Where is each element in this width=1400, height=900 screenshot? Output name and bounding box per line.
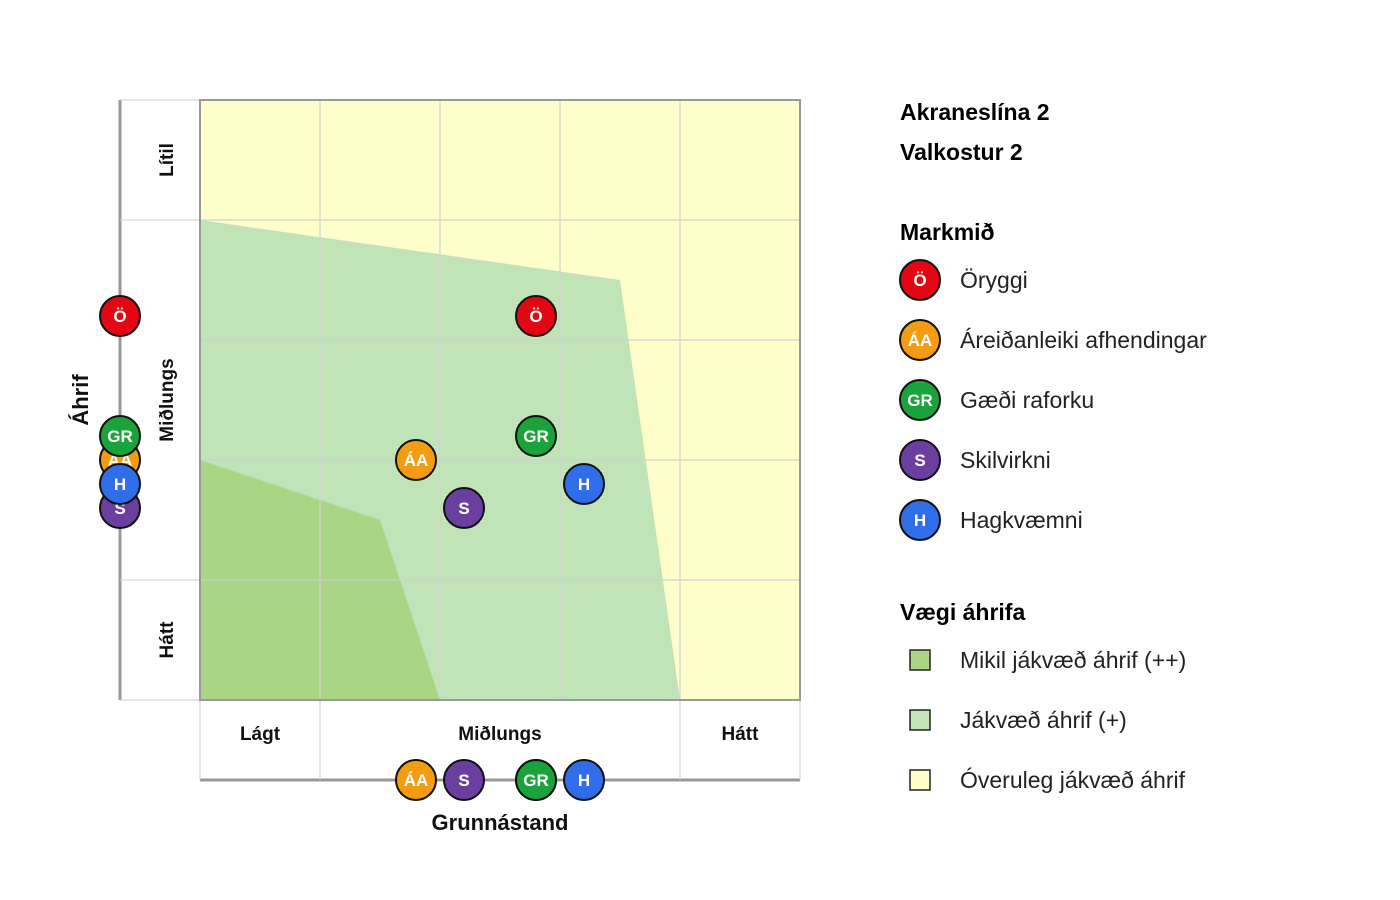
- legend-marker-circle: [899, 499, 941, 541]
- x-axis-marker: S: [443, 759, 485, 801]
- legend-marker-circle: [899, 379, 941, 421]
- data-point: ÁA: [395, 439, 437, 481]
- y-axis-title: Áhrif: [68, 374, 93, 426]
- y-category-mid: Miðlungs: [157, 358, 178, 441]
- chart-subtitle: Valkostur 2: [900, 139, 1023, 165]
- legend-marker: Ö: [899, 259, 941, 301]
- impact-swatch: [909, 769, 931, 791]
- y-axis-marker-label: H: [114, 475, 126, 494]
- legend-marker-circle: [899, 319, 941, 361]
- legend-label: Áreiðanleiki afhendingar: [960, 327, 1207, 353]
- legend-marker-label: Ö: [913, 271, 926, 290]
- y-axis-marker-circle: [99, 295, 141, 337]
- data-point-circle: [395, 439, 437, 481]
- x-category-mid: Miðlungs: [458, 724, 541, 745]
- y-axis-marker-label: Ö: [113, 307, 126, 326]
- markmid-legend-items: Ö Öryggi ÁA Áreiðanleiki afhendingar GR Gæði …: [899, 259, 1207, 541]
- x-axis-title: Grunnástand: [432, 810, 569, 835]
- data-point-circle: [515, 295, 557, 337]
- markmid-heading: Markmið: [900, 219, 995, 245]
- data-point-circle: [515, 415, 557, 457]
- legend-marker: ÁA: [899, 319, 941, 361]
- y-category-low: Lítil: [157, 143, 178, 177]
- legend-marker: GR: [899, 379, 941, 421]
- legend-label: Hagkvæmni: [960, 507, 1083, 533]
- data-point-circle: [563, 463, 605, 505]
- data-point: Ö: [515, 295, 557, 337]
- impact-label: Óveruleg jákvæð áhrif: [960, 767, 1186, 793]
- legend-marker-label: S: [914, 451, 925, 470]
- x-axis-marker-label: H: [578, 771, 590, 790]
- x-axis-marker: H: [563, 759, 605, 801]
- x-axis-marker: GR: [515, 759, 557, 801]
- legend-marker: H: [899, 499, 941, 541]
- x-category-high: Hátt: [722, 724, 760, 745]
- legend-marker-circle: [899, 439, 941, 481]
- y-axis-marker-label: GR: [107, 427, 133, 446]
- data-point: H: [563, 463, 605, 505]
- y-axis-marker: Ö: [99, 295, 141, 337]
- legend-marker-label: ÁA: [908, 331, 933, 350]
- x-axis-marker-label: S: [458, 771, 469, 790]
- legend-label: Skilvirkni: [960, 447, 1051, 473]
- impact-label: Mikil jákvæð áhrif (++): [960, 647, 1186, 673]
- impact-zones: [200, 100, 800, 700]
- y-axis-marker: H: [99, 463, 141, 505]
- data-point-label: S: [458, 499, 469, 518]
- legend-marker: S: [899, 439, 941, 481]
- impact-legend-items: Mikil jákvæð áhrif (++) Jákvæð áhrif (+) Ó…: [909, 647, 1186, 793]
- grid: [200, 100, 800, 700]
- data-point: GR: [515, 415, 557, 457]
- impact-label: Jákvæð áhrif (+): [960, 707, 1127, 733]
- plot-frame: [199, 99, 801, 701]
- legend-marker-label: H: [914, 511, 926, 530]
- legend-marker-circle: [899, 259, 941, 301]
- data-point-label: H: [578, 475, 590, 494]
- x-axis-marker-circle: [443, 759, 485, 801]
- legend-label: Gæði raforku: [960, 387, 1094, 413]
- y-category-high: Hátt: [157, 621, 178, 659]
- data-point: S: [443, 487, 485, 529]
- impact-swatch: [909, 709, 931, 731]
- data-point-label: Ö: [529, 307, 542, 326]
- data-point-label: GR: [523, 427, 549, 446]
- legend: Akraneslína 2 Valkostur 2 Markmið Ö Örygg…: [899, 99, 1207, 793]
- data-point-circle: [443, 487, 485, 529]
- markers: ÖÁASHGRÖÁAGRSHÖÁAGRSH: [99, 295, 605, 801]
- x-axis-marker-label: ÁA: [404, 771, 429, 790]
- y-axis-marker-label: S: [114, 499, 125, 518]
- impact-legend-heading: Vægi áhrifa: [900, 599, 1025, 625]
- y-axis-marker-circle: [99, 415, 141, 457]
- legend-label: Öryggi: [960, 267, 1028, 293]
- impact-swatch: [909, 649, 931, 671]
- x-axis-marker-circle: [515, 759, 557, 801]
- axes: Lágt Miðlungs Hátt Lítil Miðlungs Hátt G…: [68, 99, 801, 835]
- x-category-low: Lágt: [240, 724, 281, 745]
- x-axis-marker-circle: [395, 759, 437, 801]
- chart-title: Akraneslína 2: [900, 99, 1050, 125]
- legend-marker-label: GR: [907, 391, 933, 410]
- data-point-label: ÁA: [404, 451, 429, 470]
- x-axis-marker: ÁA: [395, 759, 437, 801]
- y-axis-marker-circle: [99, 463, 141, 505]
- y-axis-marker: GR: [99, 415, 141, 457]
- x-axis-marker-circle: [563, 759, 605, 801]
- x-axis-marker-label: GR: [523, 771, 549, 790]
